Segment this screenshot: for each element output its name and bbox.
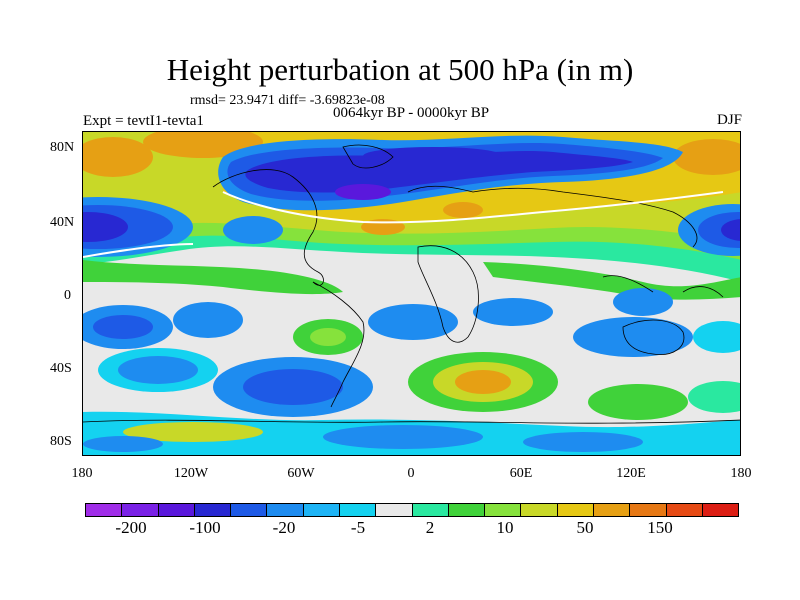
colorbar-box — [267, 504, 304, 516]
colorbar-box — [86, 504, 123, 516]
period-subtitle: 0064kyr BP - 0000kyr BP — [332, 105, 490, 121]
colorbar-box — [557, 504, 594, 516]
colorbar-box — [158, 504, 195, 516]
colorbar-box — [122, 504, 159, 516]
colorbar-label: 2 — [425, 518, 435, 537]
colorbar-label: -200 — [115, 518, 147, 537]
colorbar-label: -20 — [272, 518, 296, 537]
colorbar-box — [412, 504, 449, 516]
colorbar-label: 50 — [576, 518, 594, 537]
season-label: DJF — [716, 112, 742, 128]
colorbar-label: 150 — [647, 518, 673, 537]
colorbar-box — [485, 504, 522, 516]
rmsd-stats: rmsd= 23.9471 diff= -3.69823e-08 — [190, 93, 385, 108]
colorbar-box — [521, 504, 558, 516]
lat-tick-80n: 80N — [50, 140, 75, 155]
colorbar-box — [339, 504, 377, 516]
colorbar-box — [448, 504, 486, 516]
colorbar-box — [376, 504, 413, 516]
colorbar-box — [666, 504, 703, 516]
lon-tick-60e: 60E — [509, 466, 533, 481]
lon-tick-120w: 120W — [173, 466, 209, 481]
colorbar-box — [194, 504, 232, 516]
colorbar-box — [231, 504, 268, 516]
colorbar — [85, 503, 739, 517]
colorbar-box — [593, 504, 631, 516]
lat-tick-40n: 40N — [50, 215, 75, 230]
colorbar-label: -100 — [189, 518, 221, 537]
lat-tick-0: 0 — [64, 288, 71, 303]
colorbar-box — [303, 504, 340, 516]
lon-tick-0: 0 — [407, 466, 415, 481]
lon-tick-120e: 120E — [616, 466, 646, 481]
colorbar-label: -5 — [350, 518, 366, 537]
lon-tick-180w: 180 — [71, 466, 93, 481]
colorbar-box — [702, 504, 739, 516]
lon-tick-60w: 60W — [287, 466, 315, 481]
colorbar-box — [630, 504, 667, 516]
lat-tick-80s: 80S — [50, 434, 72, 449]
lon-tick-180e: 180 — [730, 466, 752, 481]
map-field — [83, 132, 740, 455]
plot-title: Height perturbation at 500 hPa (in m) — [166, 52, 634, 87]
height-perturbation-map — [82, 131, 741, 456]
lat-tick-40s: 40S — [50, 361, 72, 376]
colorbar-label: 10 — [496, 518, 514, 537]
experiment-label: Expt = tevtI1-tevta1 — [83, 113, 204, 129]
